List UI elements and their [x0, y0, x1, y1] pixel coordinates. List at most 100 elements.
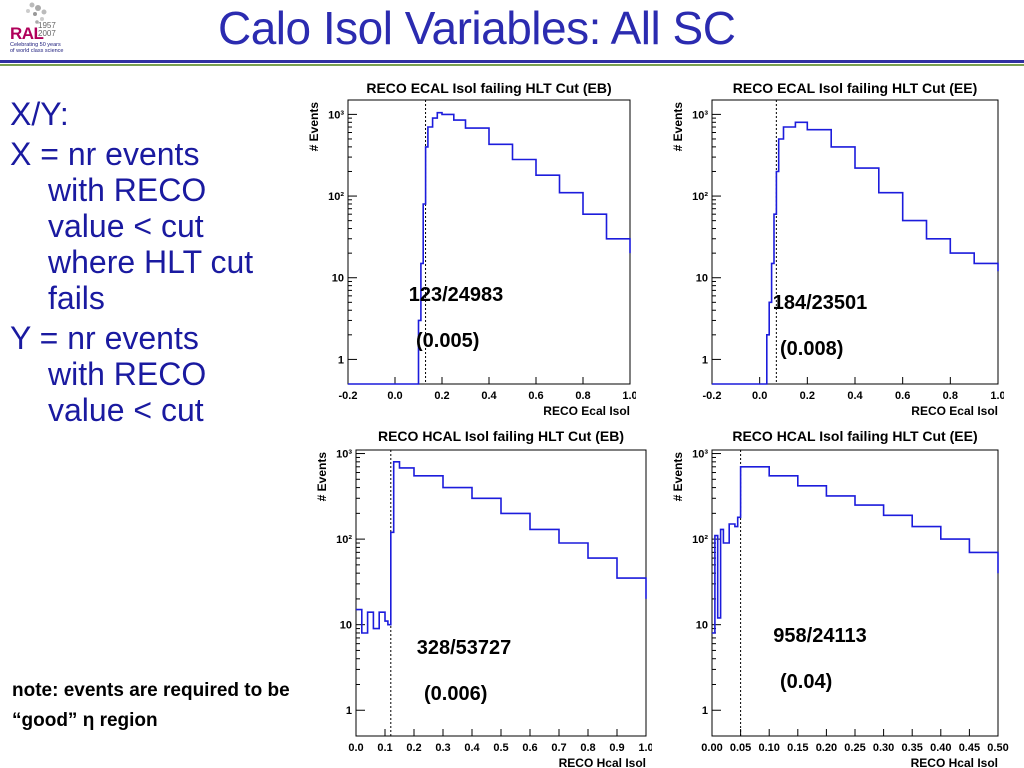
- y-tick-label: 10³: [328, 109, 344, 121]
- footnote: note: events are required to be “good” η…: [12, 680, 290, 731]
- x-tick-label: -0.2: [339, 390, 358, 402]
- ratio-fraction: (0.04): [780, 671, 832, 693]
- ratio-count: 123/24983: [409, 284, 504, 306]
- x-tick-label: 0.35: [901, 742, 922, 754]
- x-axis-label: RECO Hcal Isol: [911, 756, 998, 768]
- plot-title: RECO HCAL Isol failing HLT Cut (EB): [378, 428, 624, 444]
- x-tick-label: 0.2: [434, 390, 449, 402]
- x-tick-label: 0.0: [387, 390, 402, 402]
- ratio-fraction: (0.008): [780, 338, 843, 360]
- y-tick-label: 10: [696, 273, 708, 285]
- x-tick-label: 0.40: [930, 742, 951, 754]
- ratio-count: 328/53727: [417, 637, 512, 659]
- x-axis-label: RECO Ecal Isol: [911, 404, 998, 418]
- x-tick-label: 0.15: [787, 742, 808, 754]
- y-tick-label: 10³: [336, 449, 352, 461]
- y-axis-label: # Events: [307, 102, 321, 152]
- logo-tagline: Celebrating 50 years of world class scie…: [10, 42, 80, 54]
- plot-title: RECO HCAL Isol failing HLT Cut (EE): [732, 428, 977, 444]
- plot-ecal-ee: RECO ECAL Isol failing HLT Cut (EE) -0.2 0…: [664, 76, 1004, 418]
- x-tick-label: 0.4: [481, 390, 497, 402]
- bullet-list: X/Y: X = nr events with RECO value < cut…: [10, 96, 260, 432]
- y-tick-label: 10: [696, 620, 708, 632]
- histogram-series: [348, 111, 631, 385]
- x-tick-label: 0.0: [752, 390, 767, 402]
- y-tick-label: 1: [702, 354, 708, 366]
- x-tick-label: 0.05: [730, 742, 751, 754]
- logo-tagline-line-2: of world class science: [10, 48, 64, 54]
- x-tick-label: 0.3: [435, 742, 450, 754]
- slide-title: Calo Isol Variables: All SC: [218, 2, 736, 54]
- plot-ecal-eb: RECO ECAL Isol failing HLT Cut (EB) -0.2 0…: [296, 76, 636, 418]
- x-tick-label: 1.0: [990, 390, 1004, 402]
- y-tick-label: 10²: [692, 534, 708, 546]
- y-tick-label: 1: [338, 354, 344, 366]
- x-tick-label: 0.6: [528, 390, 543, 402]
- x-tick-label: 0.5: [493, 742, 508, 754]
- logo-year-start: 1957: [38, 21, 56, 30]
- plot-frame: [711, 449, 999, 737]
- x-tick-label: 0.4: [847, 390, 863, 402]
- histogram-series: [712, 466, 999, 634]
- x-tick-label: 0.10: [758, 742, 779, 754]
- x-tick-label: 1.0: [638, 742, 652, 754]
- x-tick-label: 0.8: [580, 742, 595, 754]
- histogram-series: [712, 121, 999, 385]
- logo-dots-icon: [26, 2, 47, 24]
- plot-hcal-eb: RECO HCAL Isol failing HLT Cut (EB) 0.0 0.…: [296, 424, 652, 768]
- x-axis-label: RECO Hcal Isol: [559, 756, 646, 768]
- bullet-y-definition: Y = nr events with RECO value < cut: [10, 320, 207, 428]
- ral-logo: RAL 1957 2007 Celebrating 50 years of wo…: [8, 2, 98, 60]
- bullet-x-definition: X = nr events with RECO value < cut wher…: [10, 136, 254, 316]
- y-axis-label: # Events: [315, 452, 329, 502]
- bullet-xy: X/Y:: [10, 96, 69, 132]
- y-tick-label: 10³: [692, 449, 708, 461]
- y-tick-label: 10: [332, 273, 344, 285]
- y-axis-label: # Events: [671, 452, 685, 502]
- x-tick-label: 0.30: [873, 742, 894, 754]
- x-tick-label: 0.00: [701, 742, 722, 754]
- y-tick-label: 10²: [336, 534, 352, 546]
- x-tick-label: 0.7: [551, 742, 566, 754]
- y-tick-label: 1: [702, 705, 708, 717]
- x-tick-label: 0.45: [959, 742, 980, 754]
- ratio-count: 958/24113: [773, 625, 866, 647]
- y-tick-label: 10²: [692, 191, 708, 203]
- logo-year-end: 2007: [38, 29, 56, 38]
- ratio-fraction: (0.006): [424, 683, 487, 705]
- x-tick-label: 0.8: [943, 390, 958, 402]
- x-tick-label: 0.4: [464, 742, 480, 754]
- plot-frame: [711, 99, 999, 385]
- histogram-series: [356, 461, 647, 634]
- logo-mark: RAL: [10, 24, 44, 43]
- x-tick-label: 0.50: [987, 742, 1008, 754]
- x-axis-label: RECO Ecal Isol: [543, 404, 630, 418]
- plot-hcal-ee: RECO HCAL Isol failing HLT Cut (EE) 0.00 0…: [664, 424, 1010, 768]
- y-tick-label: 10²: [328, 191, 344, 203]
- x-tick-label: 0.2: [800, 390, 815, 402]
- histogram-chart: RECO HCAL Isol failing HLT Cut (EE) 0.00 0…: [671, 428, 1009, 768]
- x-tick-label: 0.0: [348, 742, 363, 754]
- y-tick-label: 1: [346, 705, 352, 717]
- histogram-chart: RECO HCAL Isol failing HLT Cut (EB) 0.0 0.…: [315, 428, 652, 768]
- x-tick-label: 0.25: [844, 742, 865, 754]
- logo-years: 1957 2007: [38, 22, 56, 38]
- y-axis-label: # Events: [671, 102, 685, 152]
- x-tick-label: -0.2: [703, 390, 722, 402]
- x-tick-label: 1.0: [622, 390, 636, 402]
- plot-title: RECO ECAL Isol failing HLT Cut (EB): [366, 80, 611, 96]
- ratio-count: 184/23501: [773, 292, 868, 314]
- header-divider: [0, 60, 1024, 66]
- x-tick-label: 0.1: [377, 742, 392, 754]
- histogram-chart: RECO ECAL Isol failing HLT Cut (EE) -0.2 0…: [671, 80, 1004, 418]
- y-tick-label: 10³: [692, 109, 708, 121]
- plot-frame: [355, 449, 647, 737]
- histogram-chart: RECO ECAL Isol failing HLT Cut (EB) -0.2 0…: [307, 80, 636, 418]
- x-tick-label: 0.9: [609, 742, 624, 754]
- x-tick-label: 0.6: [895, 390, 910, 402]
- x-tick-label: 0.8: [575, 390, 590, 402]
- x-tick-label: 0.2: [406, 742, 421, 754]
- ratio-fraction: (0.005): [416, 330, 479, 352]
- logo-tagline-line-1: Celebrating 50 years: [10, 42, 61, 48]
- plot-title: RECO ECAL Isol failing HLT Cut (EE): [733, 80, 977, 96]
